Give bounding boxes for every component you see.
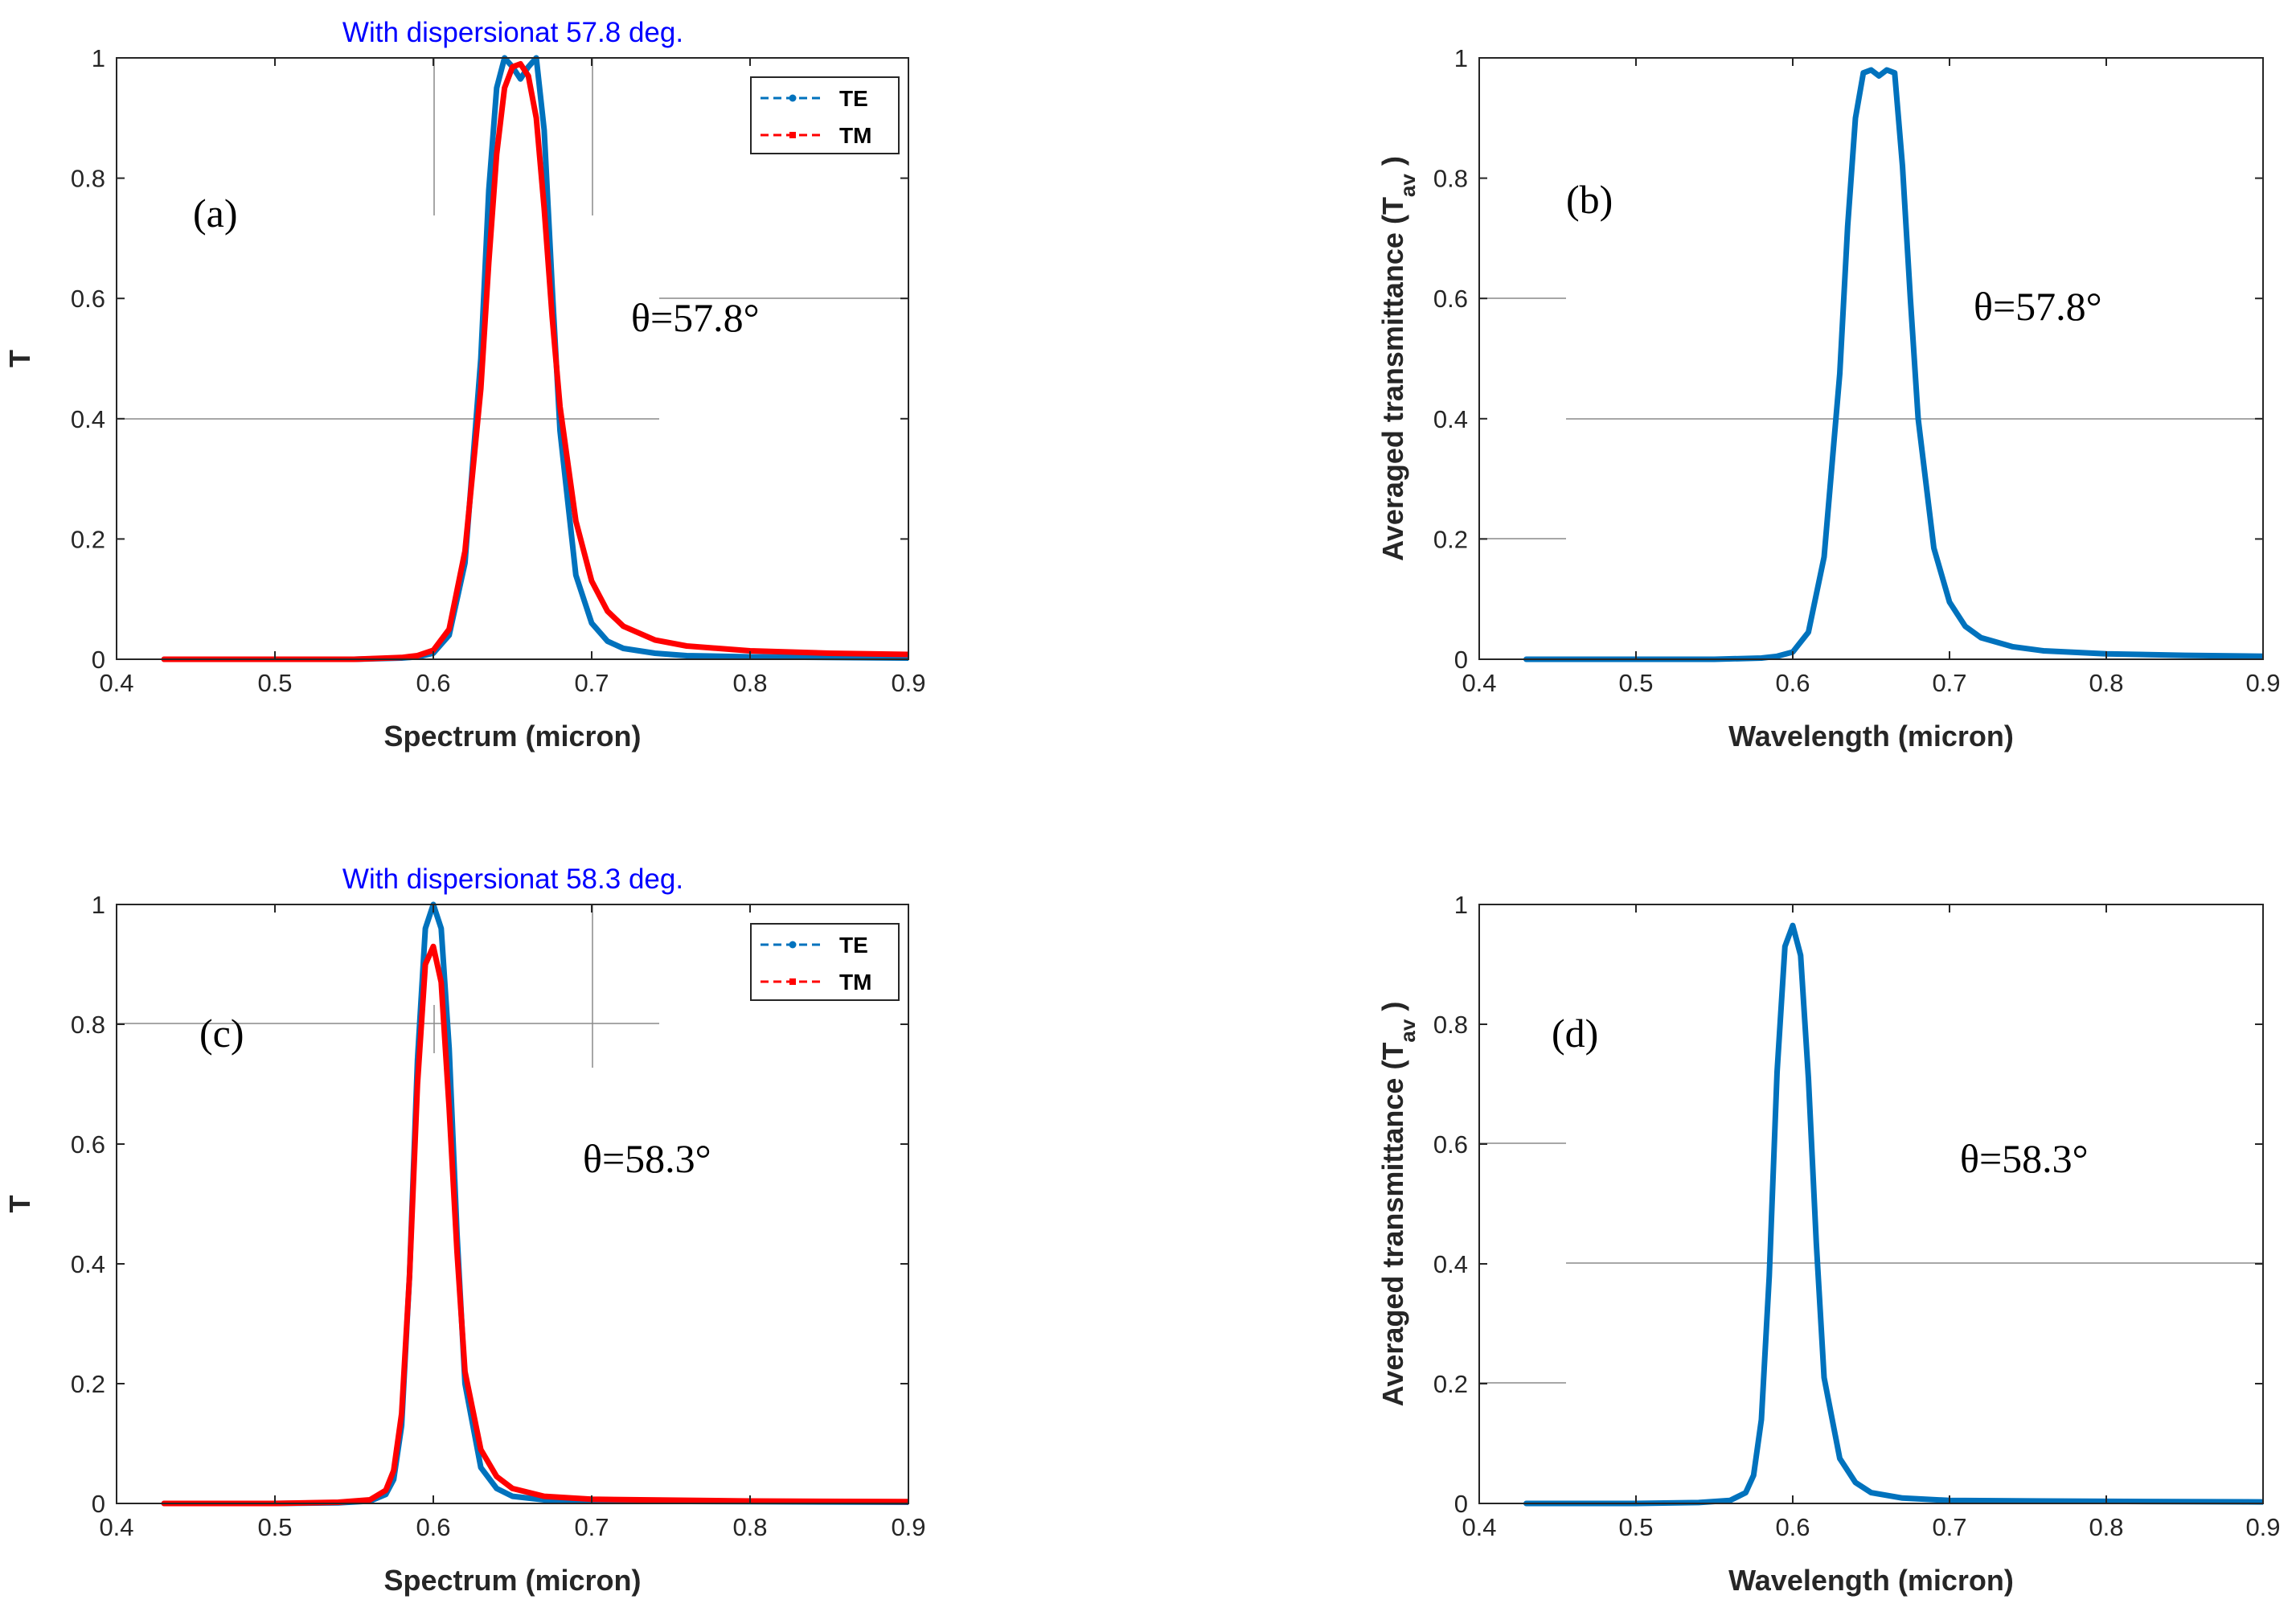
x-tick-label-a-3: 0.7: [574, 669, 609, 697]
y-tick-label-c-4: 0.8: [71, 1011, 105, 1039]
x-axis-label-d: Wavelength (micron): [1728, 1564, 2014, 1597]
y-axis-label-subscript-b: av: [1396, 174, 1420, 197]
series-line-d-tav: [1523, 922, 2263, 1507]
x-tick-label-d-0: 0.4: [1462, 1513, 1496, 1541]
y-tick-label-d-2: 0.4: [1433, 1250, 1468, 1278]
y-tick-label-b-4: 0.8: [1433, 165, 1468, 193]
y-axis-label-a: T: [3, 350, 36, 367]
x-tick-label-d-4: 0.8: [2089, 1513, 2123, 1541]
angle-annotation-d: θ=58.3°: [1960, 1136, 2089, 1181]
y-tick-label-a-3: 0.6: [71, 285, 105, 313]
y-tick-label-b-2: 0.4: [1433, 405, 1468, 433]
x-tick-label-d-2: 0.6: [1775, 1513, 1810, 1541]
x-tick-label-d-1: 0.5: [1618, 1513, 1653, 1541]
axes-box-d: [1478, 904, 2264, 1504]
x-axis-label-a: Spectrum (micron): [383, 720, 641, 753]
y-tick-label-b-3: 0.6: [1433, 285, 1468, 313]
x-tick-label-b-5: 0.9: [2245, 669, 2280, 697]
x-tick-label-c-3: 0.7: [574, 1513, 609, 1541]
legend-label-a-te: TE: [839, 86, 868, 111]
panel-label-a: (a): [193, 191, 238, 236]
legend-marker-c-tm: [789, 978, 796, 985]
chart-title-c: With dispersionat 58.3 deg.: [342, 863, 683, 895]
y-tick-label-d-3: 0.6: [1433, 1130, 1468, 1159]
y-tick-label-d-4: 0.8: [1433, 1011, 1468, 1039]
legend-box-a: [750, 76, 900, 154]
legend-label-c-te: TE: [839, 933, 868, 958]
y-tick-label-c-3: 0.6: [71, 1130, 105, 1159]
y-tick-label-c-1: 0.2: [71, 1370, 105, 1398]
x-axis-label-c: Spectrum (micron): [383, 1564, 641, 1597]
legend-a: TE TM: [750, 76, 900, 154]
y-axis-label-d: Averaged transmittance (Tav ): [1376, 1002, 1420, 1407]
angle-annotation-b: θ=57.8°: [1974, 284, 2102, 329]
y-tick-label-b-5: 1: [1454, 44, 1468, 72]
chart-panel-b: 0.4 0.5 0.6 0.7 0.8 0.9 0 0.2 0.4 0.6 0.8 1 Waveleng…: [1376, 44, 2281, 753]
x-tick-label-c-4: 0.8: [732, 1513, 767, 1541]
y-axis-label-c: T: [3, 1196, 36, 1213]
x-tick-label-a-5: 0.9: [891, 669, 925, 697]
legend-marker-a-te: [789, 94, 797, 102]
y-tick-label-a-4: 0.8: [71, 165, 105, 193]
y-axis-label-b: Averaged transmittance (Tav ): [1376, 156, 1420, 561]
x-tick-label-c-0: 0.4: [99, 1513, 133, 1541]
y-tick-label-d-1: 0.2: [1433, 1370, 1468, 1398]
y-tick-label-c-5: 1: [92, 891, 105, 919]
x-tick-label-d-5: 0.9: [2245, 1513, 2280, 1541]
x-tick-label-c-1: 0.5: [257, 1513, 292, 1541]
y-tick-label-c-0: 0: [92, 1490, 105, 1518]
series-line-b-tav: [1523, 67, 2263, 662]
legend-marker-c-te: [789, 941, 797, 949]
x-tick-label-c-2: 0.6: [416, 1513, 450, 1541]
y-tick-label-a-0: 0: [92, 646, 105, 674]
y-tick-label-a-5: 1: [92, 44, 105, 72]
chart-panel-a: 0.4 0.5 0.6 0.7 0.8 0.9 0 0.2 0.4 0.6 0.8 1 Spectrum…: [3, 17, 926, 753]
axes-box-c: [116, 904, 909, 1504]
x-tick-label-a-1: 0.5: [257, 669, 292, 697]
y-tick-label-a-1: 0.2: [71, 525, 105, 553]
angle-annotation-a: θ=57.8°: [631, 295, 760, 340]
legend-label-c-tm: TM: [839, 970, 871, 995]
x-tick-label-a-0: 0.4: [99, 669, 133, 697]
x-tick-label-b-4: 0.8: [2089, 669, 2123, 697]
panel-label-b: (b): [1566, 177, 1613, 222]
x-tick-label-b-3: 0.7: [1932, 669, 1966, 697]
series-line-a-tm: [161, 61, 908, 662]
legend-marker-a-tm: [789, 132, 796, 138]
y-tick-label-d-5: 1: [1454, 891, 1468, 919]
x-axis-label-b: Wavelength (micron): [1728, 720, 2014, 753]
y-tick-label-b-1: 0.2: [1433, 525, 1468, 553]
series-line-c-tm: [161, 943, 908, 1507]
y-tick-label-a-2: 0.4: [71, 405, 105, 433]
x-tick-label-b-2: 0.6: [1775, 669, 1810, 697]
y-tick-label-c-2: 0.4: [71, 1250, 105, 1278]
y-tick-label-d-0: 0: [1454, 1490, 1468, 1518]
chart-title-a: With dispersionat 57.8 deg.: [342, 17, 683, 48]
x-tick-label-a-4: 0.8: [732, 669, 767, 697]
angle-annotation-c: θ=58.3°: [583, 1136, 711, 1181]
chart-panel-d: 0.4 0.5 0.6 0.7 0.8 0.9 0 0.2 0.4 0.6 0.8 1 Waveleng…: [1376, 891, 2281, 1597]
x-tick-label-d-3: 0.7: [1932, 1513, 1966, 1541]
legend-box-c: [750, 923, 900, 1001]
x-tick-label-b-1: 0.5: [1618, 669, 1653, 697]
y-tick-label-b-0: 0: [1454, 646, 1468, 674]
axes-box-a: [116, 57, 909, 660]
panel-label-c: (c): [199, 1011, 244, 1056]
chart-panel-c: 0.4 0.5 0.6 0.7 0.8 0.9 0 0.2 0.4 0.6 0.8 1 Spectrum…: [3, 863, 926, 1597]
x-tick-label-a-2: 0.6: [416, 669, 450, 697]
legend-c: TE TM: [750, 923, 900, 1001]
panel-label-d: (d): [1552, 1011, 1598, 1056]
x-tick-label-b-0: 0.4: [1462, 669, 1496, 697]
x-tick-label-c-5: 0.9: [891, 1513, 925, 1541]
axes-box-b: [1478, 57, 2264, 660]
legend-label-a-tm: TM: [839, 123, 871, 148]
y-axis-label-subscript-d: av: [1396, 1019, 1420, 1042]
